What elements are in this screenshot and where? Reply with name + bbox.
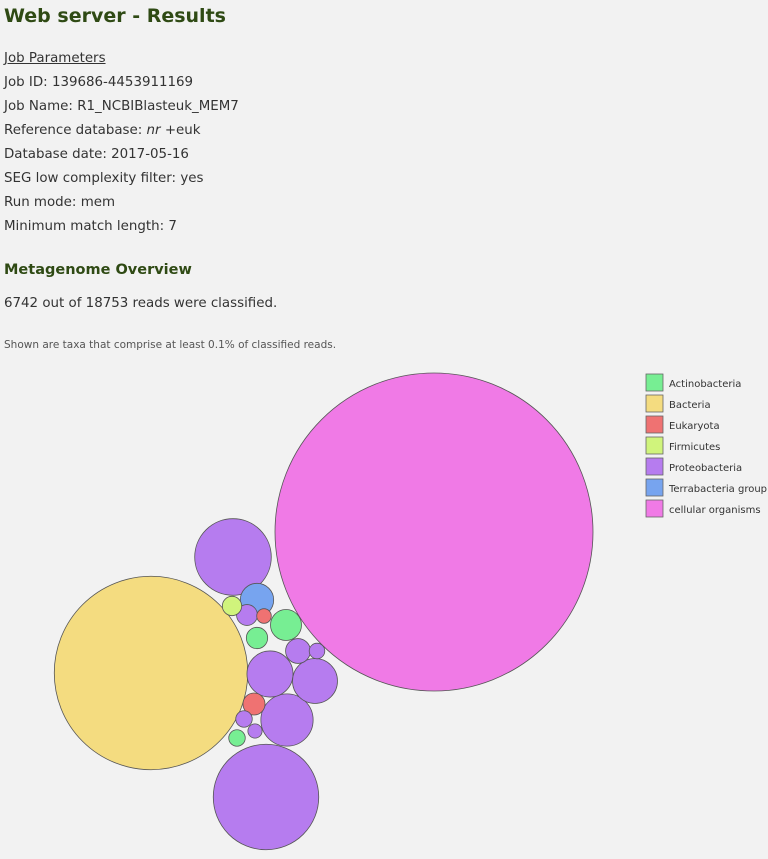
- run-mode-row: Run mode: mem: [4, 191, 239, 215]
- chart-legend: Actinobacteria Bacteria Eukaryota Firmicute…: [645, 373, 767, 518]
- legend-swatch-proteobacteria: [645, 457, 664, 476]
- bubble-proteobacteria[interactable]: [260, 693, 314, 747]
- page-title: Web server - Results: [4, 5, 226, 27]
- bubble-bacteria[interactable]: [53, 575, 249, 771]
- reference-db-name: nr: [146, 123, 161, 138]
- job-parameters-link[interactable]: Job Parameters: [4, 51, 106, 66]
- job-name-value: R1_NCBIBlasteuk_MEM7: [77, 99, 239, 114]
- reference-db-row: Reference database: nr +euk: [4, 119, 239, 143]
- legend-label-bacteria: Bacteria: [669, 400, 711, 411]
- db-date-label: Database date:: [4, 147, 107, 162]
- bubble-proteobacteria[interactable]: [212, 743, 320, 851]
- legend-label-eukaryota: Eukaryota: [669, 421, 720, 432]
- legend-swatch-cellular-organisms: [645, 499, 664, 518]
- reference-db-suffix: +euk: [164, 123, 201, 138]
- min-match-value: 7: [168, 219, 177, 234]
- bubble-proteobacteria[interactable]: [246, 650, 294, 698]
- classification-summary: 6742 out of 18753 reads were classified.: [4, 296, 278, 311]
- seg-filter-row: SEG low complexity filter: yes: [4, 167, 239, 191]
- bubbles-layer: [53, 372, 594, 851]
- reference-db-label: Reference database:: [4, 123, 143, 138]
- metagenome-overview-heading: Metagenome Overview: [4, 262, 192, 278]
- job-parameters: Job Parameters Job ID: 139686-4453911169…: [4, 47, 239, 239]
- seg-filter-value: yes: [180, 171, 204, 186]
- bubble-eukaryota[interactable]: [242, 692, 266, 716]
- run-mode-label: Run mode:: [4, 195, 77, 210]
- bubble-actinobacteria[interactable]: [270, 609, 302, 641]
- bubble-eukaryota[interactable]: [256, 608, 272, 624]
- job-id-value: 139686-4453911169: [51, 75, 194, 90]
- job-id-row: Job ID: 139686-4453911169: [4, 71, 239, 95]
- job-id-label: Job ID:: [4, 75, 48, 90]
- bubble-proteobacteria[interactable]: [285, 638, 311, 664]
- bubble-proteobacteria[interactable]: [194, 518, 272, 596]
- legend-label-cellular-organisms: cellular organisms: [669, 505, 761, 516]
- legend-label-terrabacteria-group: Terrabacteria group: [668, 484, 767, 495]
- min-match-label: Minimum match length:: [4, 219, 165, 234]
- bubble-proteobacteria[interactable]: [247, 723, 263, 739]
- legend-label-actinobacteria: Actinobacteria: [669, 379, 741, 390]
- legend-swatch-eukaryota: [645, 415, 664, 434]
- legend-swatch-bacteria: [645, 394, 664, 413]
- job-name-row: Job Name: R1_NCBIBlasteuk_MEM7: [4, 95, 239, 119]
- bubble-actinobacteria[interactable]: [245, 626, 269, 650]
- threshold-note: Shown are taxa that comprise at least 0.…: [4, 339, 337, 351]
- bubble-firmicutes[interactable]: [221, 595, 243, 617]
- legend-label-proteobacteria: Proteobacteria: [669, 463, 742, 474]
- bubble-proteobacteria[interactable]: [235, 710, 253, 728]
- db-date-value: 2017-05-16: [111, 147, 189, 162]
- bubble-proteobacteria[interactable]: [308, 642, 326, 660]
- bubble-proteobacteria[interactable]: [292, 658, 338, 704]
- legend-swatch-firmicutes: [645, 436, 664, 455]
- min-match-row: Minimum match length: 7: [4, 215, 239, 239]
- legend-swatch-terrabacteria-group: [645, 478, 664, 497]
- job-name-label: Job Name:: [4, 99, 73, 114]
- bubble-cellular-organisms[interactable]: [274, 372, 594, 692]
- db-date-row: Database date: 2017-05-16: [4, 143, 239, 167]
- seg-filter-label: SEG low complexity filter:: [4, 171, 177, 186]
- run-mode-value: mem: [80, 195, 116, 210]
- bubble-actinobacteria[interactable]: [228, 729, 246, 747]
- legend-label-firmicutes: Firmicutes: [669, 442, 720, 453]
- legend-swatch-actinobacteria: [645, 373, 664, 392]
